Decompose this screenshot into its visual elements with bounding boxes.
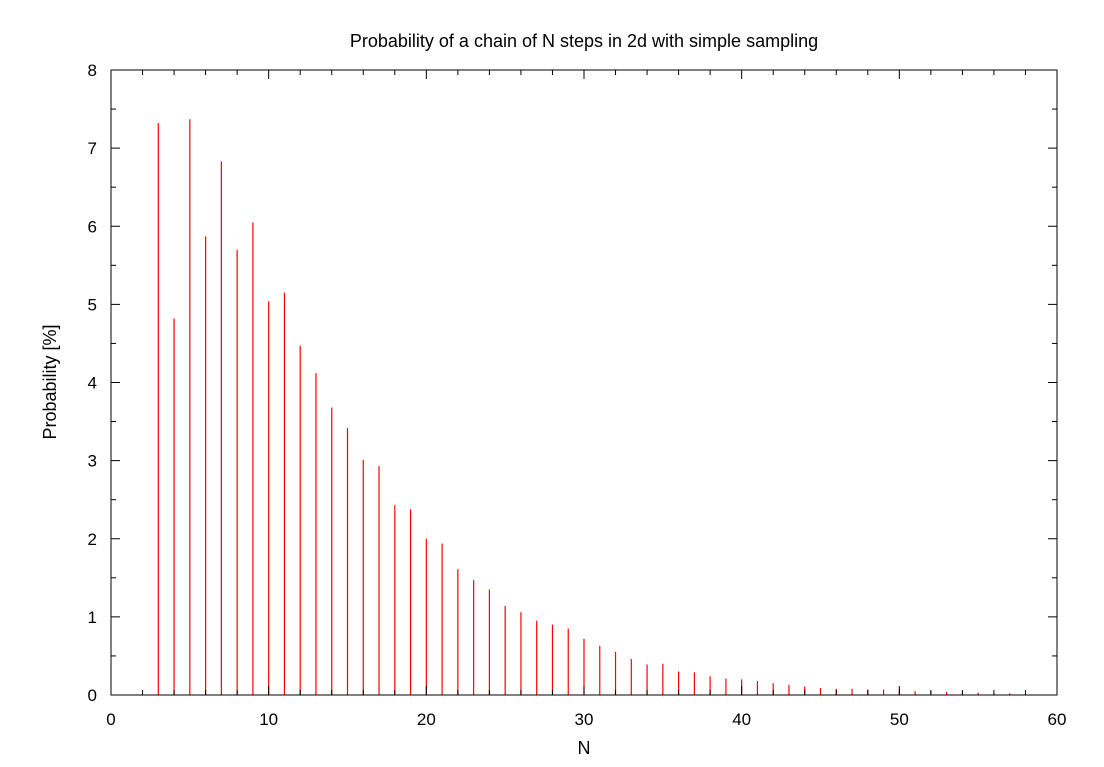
y-tick-label: 7: [88, 139, 97, 158]
x-tick-label: 30: [575, 710, 594, 729]
x-tick-label: 20: [417, 710, 436, 729]
x-tick-label: 40: [732, 710, 751, 729]
y-tick-label: 8: [88, 61, 97, 80]
x-tick-label: 10: [259, 710, 278, 729]
y-tick-label: 4: [88, 374, 97, 393]
x-tick-label: 50: [890, 710, 909, 729]
x-tick-label: 60: [1048, 710, 1067, 729]
y-tick-label: 3: [88, 452, 97, 471]
y-tick-label: 0: [88, 686, 97, 705]
y-tick-label: 2: [88, 530, 97, 549]
axis-ticks: 0 10 20 30 40 50 60 0 1 2 3 4 5 6 7 8: [88, 61, 1067, 729]
bars: [157, 119, 1027, 695]
plot-frame: [110, 69, 1058, 696]
chart-title: Probability of a chain of N steps in 2d …: [350, 31, 818, 51]
y-axis-label: Probability [%]: [40, 324, 60, 439]
y-tick-label: 1: [88, 608, 97, 627]
x-tick-label: 0: [106, 710, 115, 729]
y-tick-label: 6: [88, 217, 97, 236]
x-axis-label: N: [578, 738, 591, 758]
y-tick-label: 5: [88, 295, 97, 314]
